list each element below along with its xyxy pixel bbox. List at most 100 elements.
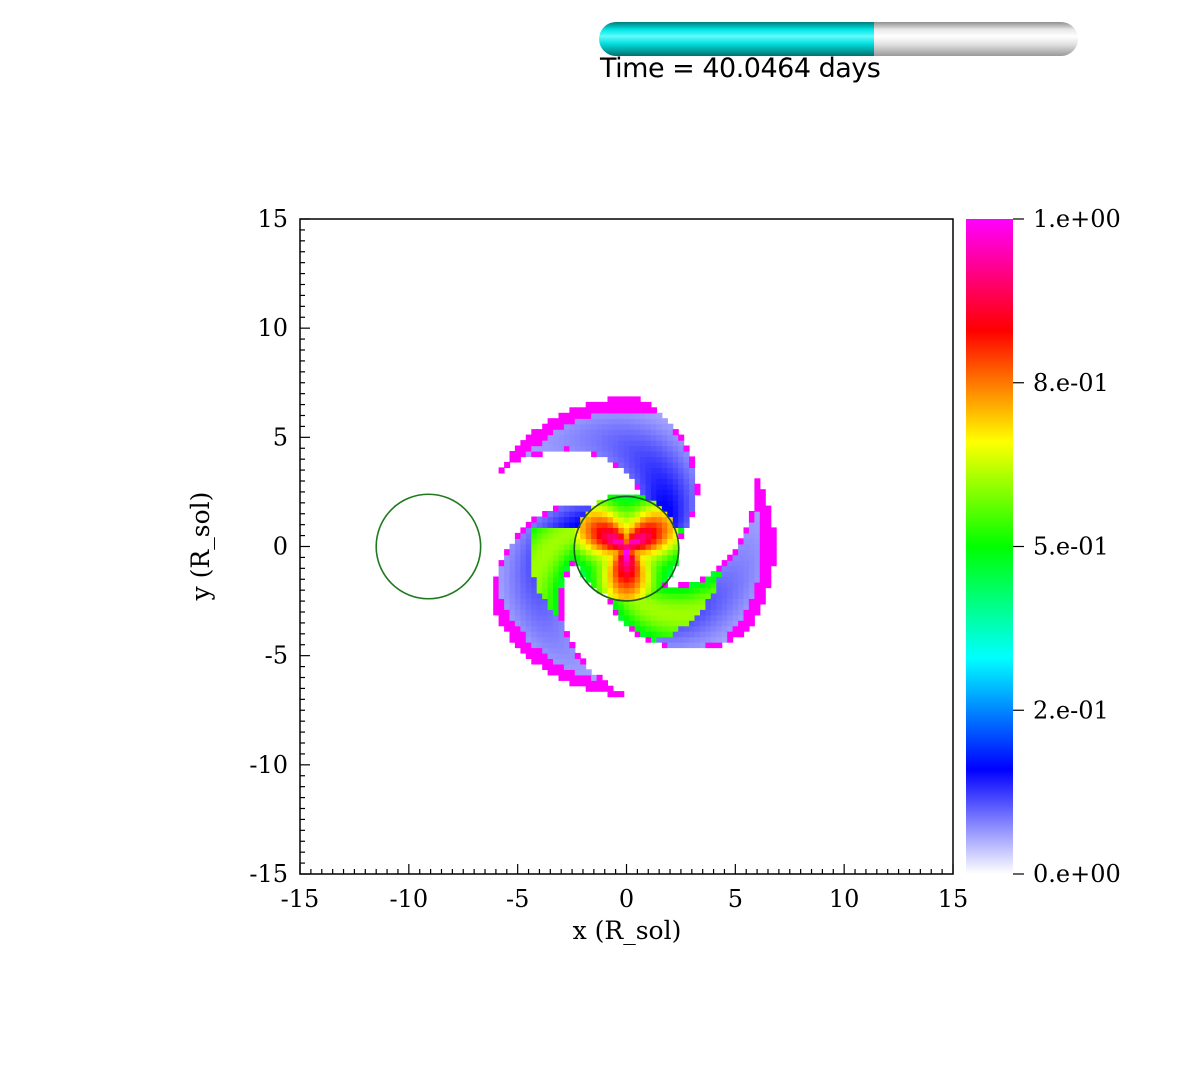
heatmap-cell — [678, 483, 685, 490]
heatmap-cell — [640, 521, 647, 528]
heatmap-cell — [563, 423, 570, 430]
heatmap-cell — [536, 609, 543, 616]
heatmap-cell — [547, 549, 554, 556]
heatmap-cell — [716, 571, 723, 578]
heatmap-cell — [514, 614, 521, 621]
heatmap-cell — [504, 609, 511, 616]
heatmap-cell — [558, 625, 565, 632]
heatmap-cell — [531, 620, 538, 627]
heatmap-cell — [645, 571, 652, 578]
heatmap-cell — [585, 576, 592, 583]
heatmap-cell — [689, 472, 696, 479]
heatmap-cell — [591, 532, 598, 539]
heatmap-cell — [536, 642, 543, 649]
heatmap-cell — [656, 500, 663, 507]
heatmap-cell — [667, 478, 674, 485]
heatmap-cell — [634, 592, 641, 599]
heatmap-cell — [651, 549, 657, 556]
heatmap-cell — [640, 407, 647, 414]
heatmap-cell — [645, 407, 652, 414]
heatmap-cell — [645, 494, 652, 501]
heatmap-cell — [569, 511, 576, 518]
heatmap-cell — [678, 609, 685, 616]
heatmap-cell — [542, 571, 549, 578]
heatmap-cell — [596, 680, 603, 687]
heatmap-cell — [580, 429, 587, 436]
heatmap-cell — [542, 631, 549, 638]
heatmap-cell — [748, 598, 755, 605]
heatmap-cell — [580, 418, 587, 425]
heatmap-cell — [618, 592, 625, 599]
heatmap-cell — [602, 429, 608, 436]
heatmap-cell — [547, 554, 554, 561]
heatmap-cell — [743, 543, 750, 550]
heatmap-cell — [531, 571, 538, 578]
heatmap-cell — [700, 631, 706, 638]
heatmap-cell — [629, 614, 636, 621]
heatmap-cell — [732, 598, 739, 605]
heatmap-cell — [634, 625, 641, 632]
heatmap-cell — [716, 609, 723, 616]
heatmap-cell — [667, 538, 674, 545]
heatmap-cell — [569, 423, 576, 430]
heatmap-cell — [602, 407, 608, 414]
heatmap-cell — [525, 582, 532, 589]
heatmap-cell — [629, 587, 636, 594]
heatmap-cell — [504, 576, 511, 583]
heatmap-cell — [509, 549, 516, 556]
heatmap-cell — [738, 592, 745, 599]
heatmap-cell — [514, 642, 521, 649]
heatmap-cell — [607, 582, 614, 589]
heatmap-cell — [629, 461, 636, 468]
heatmap-cell — [705, 625, 712, 632]
heatmap-cell — [672, 549, 679, 556]
heatmap-cell — [563, 549, 570, 556]
heatmap-cell — [661, 603, 668, 610]
heatmap-cell — [509, 603, 516, 610]
heatmap-cell — [623, 576, 630, 583]
heatmap-cell — [596, 674, 603, 681]
heatmap-cell — [623, 451, 630, 458]
heatmap-cell — [716, 636, 723, 643]
heatmap-cell — [602, 440, 608, 447]
heatmap-cell — [738, 625, 745, 632]
heatmap-cell — [678, 445, 685, 452]
heatmap-cell — [542, 549, 549, 556]
heatmap-cell — [563, 538, 570, 545]
heatmap-cell — [574, 669, 581, 676]
heatmap-cell — [623, 418, 630, 425]
heatmap-cell — [520, 598, 527, 605]
heatmap-cell — [661, 505, 668, 512]
heatmap-cell — [651, 412, 657, 419]
heatmap-cell — [727, 609, 734, 616]
heatmap-cell — [759, 489, 766, 496]
heatmap-cell — [504, 587, 511, 594]
heatmap-cell — [645, 636, 652, 643]
heatmap-cell — [738, 554, 745, 561]
heatmap-cell — [580, 532, 587, 539]
heatmap-cell — [683, 478, 690, 485]
heatmap-cell — [700, 582, 706, 589]
heatmap-cell — [651, 576, 657, 583]
heatmap-cell — [640, 582, 647, 589]
heatmap-cell — [536, 636, 543, 643]
heatmap-cell — [683, 636, 690, 643]
heatmap-cell — [754, 576, 761, 583]
heatmap-cell — [563, 434, 570, 441]
heatmap-cell — [618, 571, 625, 578]
heatmap-cell — [672, 456, 679, 463]
heatmap-cell — [563, 631, 570, 638]
heatmap-cell — [678, 527, 685, 534]
heatmap-cell — [629, 429, 636, 436]
heatmap-cell — [525, 521, 532, 528]
heatmap-cell — [683, 521, 690, 528]
heatmap-cell — [558, 521, 565, 528]
heatmap-cell — [743, 609, 750, 616]
heatmap-cell — [656, 494, 663, 501]
heatmap-cell — [661, 461, 668, 468]
heatmap-cell — [574, 658, 581, 665]
heatmap-cell — [661, 587, 668, 594]
heatmap-cell — [520, 554, 527, 561]
heatmap-cell — [754, 478, 761, 485]
heatmap-cell — [705, 587, 712, 594]
